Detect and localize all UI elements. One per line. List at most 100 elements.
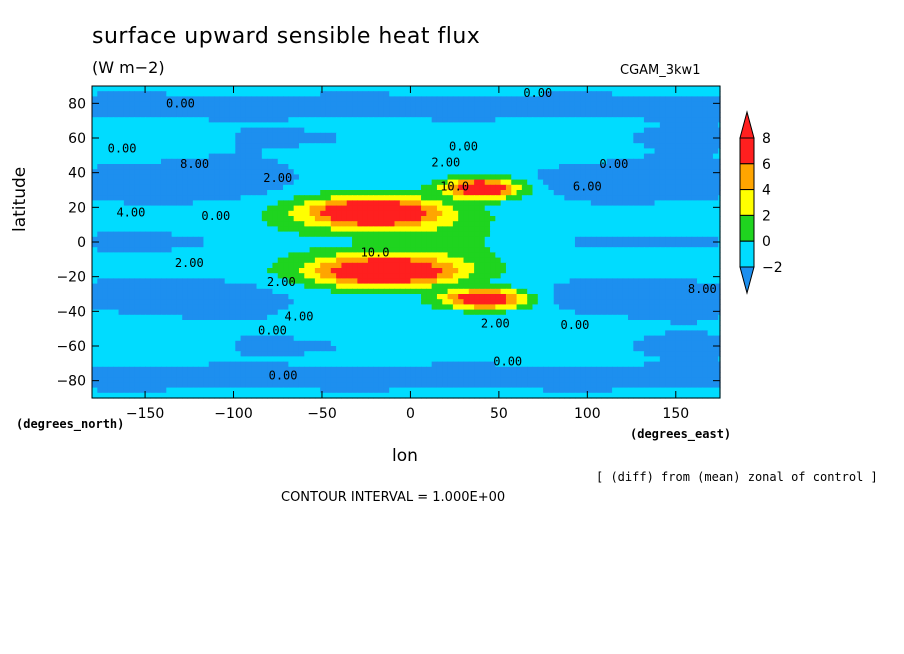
heatmap-cell — [389, 184, 396, 191]
heatmap-cell — [468, 262, 475, 269]
heatmap-cell — [458, 252, 465, 259]
heatmap-cell — [442, 86, 449, 92]
heatmap-cell — [511, 216, 518, 222]
heatmap-cell — [675, 164, 682, 170]
heatmap-cell — [707, 294, 714, 300]
heatmap-cell — [633, 132, 640, 139]
heatmap-cell — [150, 127, 157, 134]
heatmap-cell — [691, 195, 698, 201]
heatmap-cell — [543, 169, 550, 175]
heatmap-cell — [649, 96, 656, 103]
heatmap-cell — [118, 184, 125, 191]
heatmap-cell — [357, 205, 364, 212]
heatmap-cell — [203, 179, 210, 186]
heatmap-cell — [182, 101, 189, 108]
heatmap-cell — [436, 112, 443, 118]
heatmap-cell — [277, 106, 284, 113]
heatmap-cell — [606, 257, 613, 264]
heatmap-cell — [288, 252, 295, 259]
heatmap-cell — [553, 195, 560, 201]
heatmap-cell — [697, 257, 703, 264]
heatmap-cell — [113, 299, 120, 305]
heatmap-cell — [240, 283, 247, 290]
heatmap-cell — [490, 164, 496, 170]
heatmap-cell — [394, 190, 401, 196]
heatmap-cell — [574, 174, 581, 181]
heatmap-cell — [304, 112, 311, 118]
heatmap-cell — [224, 200, 231, 207]
heatmap-cell — [442, 179, 449, 186]
heatmap-cell — [203, 169, 210, 175]
heatmap-cell — [383, 106, 390, 113]
heatmap-cell — [537, 190, 544, 196]
heatmap-cell — [516, 236, 523, 243]
heatmap-cell — [500, 195, 507, 201]
heatmap-cell — [617, 96, 624, 103]
heatmap-cell — [686, 138, 693, 144]
heatmap-cell — [670, 221, 677, 227]
heatmap-cell — [251, 96, 258, 103]
heatmap-cell — [612, 205, 618, 212]
heatmap-cell — [643, 117, 650, 123]
heatmap-cell — [479, 221, 486, 227]
heatmap-cell — [511, 262, 518, 269]
heatmap-cell — [118, 294, 125, 300]
heatmap-cell — [129, 179, 136, 186]
heatmap-cell — [352, 132, 358, 139]
heatmap-cell — [505, 210, 512, 217]
heatmap-cell — [283, 247, 289, 253]
heatmap-cell — [670, 153, 677, 160]
heatmap-cell — [160, 257, 167, 264]
heatmap-cell — [548, 91, 555, 97]
heatmap-cell — [150, 231, 157, 238]
heatmap-cell — [245, 101, 252, 108]
heatmap-cell — [633, 122, 640, 129]
heatmap-cell — [516, 138, 523, 144]
heatmap-cell — [410, 106, 417, 113]
heatmap-cell — [410, 143, 417, 149]
heatmap-cell — [283, 117, 289, 123]
heatmap-cell — [654, 210, 661, 217]
heatmap-cell — [261, 179, 268, 186]
heatmap-cell — [553, 169, 560, 175]
heatmap-cell — [553, 257, 560, 264]
heatmap-cell — [511, 153, 518, 160]
heatmap-cell — [399, 153, 406, 160]
heatmap-cell — [139, 91, 146, 97]
heatmap-cell — [553, 158, 560, 165]
heatmap-cell — [532, 257, 539, 264]
heatmap-cell — [537, 91, 544, 97]
heatmap-cell — [643, 294, 650, 300]
heatmap-cell — [383, 273, 390, 279]
heatmap-cell — [123, 226, 130, 233]
heatmap-cell — [166, 96, 173, 103]
heatmap-cell — [298, 179, 305, 186]
heatmap-cell — [267, 112, 274, 118]
heatmap-cell — [261, 210, 268, 217]
heatmap-cell — [245, 257, 252, 264]
heatmap-cell — [245, 236, 252, 243]
heatmap-cell — [543, 226, 550, 233]
heatmap-cell — [707, 91, 714, 97]
heatmap-cell — [659, 153, 666, 160]
heatmap-cell — [267, 200, 274, 207]
heatmap-cell — [468, 112, 475, 118]
heatmap-cell — [436, 184, 443, 191]
heatmap-cell — [490, 169, 496, 175]
heatmap-cell — [436, 221, 443, 227]
heatmap-cell — [665, 127, 672, 134]
heatmap-cell — [574, 262, 581, 269]
heatmap-cell — [495, 205, 502, 212]
heatmap-cell — [283, 288, 289, 295]
heatmap-cell — [458, 195, 465, 201]
heatmap-cell — [410, 231, 417, 238]
heatmap-cell — [426, 262, 433, 269]
heatmap-cell — [612, 148, 618, 155]
heatmap-cell — [325, 101, 332, 108]
heatmap-cell — [171, 138, 178, 144]
heatmap-cell — [463, 210, 470, 217]
heatmap-cell — [638, 283, 645, 290]
heatmap-cell — [336, 158, 343, 165]
heatmap-cell — [389, 195, 396, 201]
heatmap-cell — [606, 158, 613, 165]
